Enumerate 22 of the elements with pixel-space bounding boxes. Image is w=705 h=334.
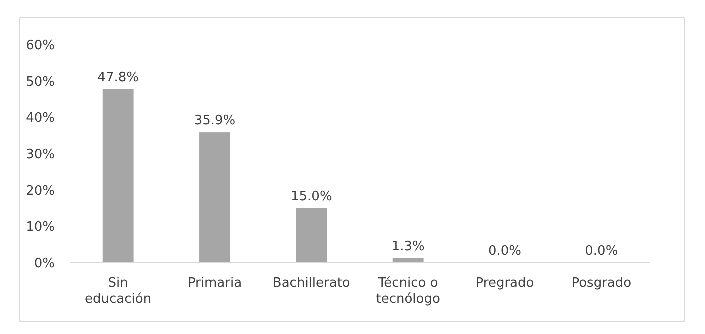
data-label: 1.3% bbox=[392, 239, 425, 254]
data-label: 35.9% bbox=[194, 114, 236, 129]
y-tick-label: 0% bbox=[34, 256, 55, 272]
data-label: 0.0% bbox=[585, 244, 618, 259]
data-label: 0.0% bbox=[488, 244, 522, 259]
y-tick-label: 30% bbox=[26, 148, 55, 163]
x-tick-label: Técnico o tecnólogo bbox=[376, 276, 440, 307]
y-tick-label: 50% bbox=[26, 74, 55, 90]
y-tick-label: 10% bbox=[26, 220, 55, 236]
x-tick-label: Posgrado bbox=[572, 276, 632, 291]
x-tick-label: Pregrado bbox=[476, 276, 534, 291]
x-tick-label: Bachillerato bbox=[272, 276, 350, 291]
y-tick-label: 40% bbox=[26, 111, 55, 126]
y-tick-label: 20% bbox=[26, 184, 55, 199]
y-tick-label: 60% bbox=[26, 38, 55, 54]
data-label: 15.0% bbox=[291, 190, 332, 204]
x-tick-label: Sin educación bbox=[85, 276, 152, 307]
x-tick-label: Primaria bbox=[188, 276, 242, 291]
bar bbox=[200, 132, 230, 263]
bar bbox=[102, 89, 134, 263]
data-label: 47.8% bbox=[98, 70, 139, 86]
bar bbox=[296, 208, 328, 263]
